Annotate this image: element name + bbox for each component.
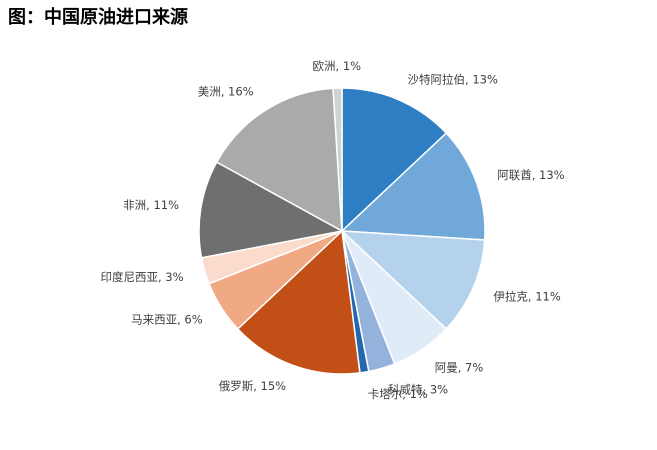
- label-separator: ,: [458, 360, 465, 374]
- label-separator: ,: [221, 84, 228, 98]
- category-label: 卡塔尔: [368, 386, 403, 400]
- value-label: 11%: [153, 198, 179, 212]
- slice-label: 欧洲, 1%: [313, 59, 362, 73]
- slice-label: 马来西亚, 6%: [131, 312, 203, 326]
- category-label: 俄罗斯: [219, 379, 254, 393]
- pie-slice: [339, 230, 486, 330]
- value-label: 3%: [165, 270, 183, 284]
- label-separator: ,: [532, 168, 539, 182]
- label-separator: ,: [423, 382, 430, 396]
- category-label: 沙特阿拉伯: [408, 72, 466, 86]
- slice-label: 沙特阿拉伯, 13%: [408, 72, 498, 86]
- label-separator: ,: [336, 59, 343, 73]
- slice-label: 非洲, 11%: [123, 198, 179, 212]
- category-label: 马来西亚: [131, 312, 177, 326]
- value-label: 16%: [228, 84, 254, 98]
- pie-slice: [332, 87, 343, 232]
- slice-label: 阿曼, 7%: [435, 360, 484, 374]
- value-label: 3%: [430, 382, 448, 396]
- slice-label: 科威特, 3%: [388, 382, 448, 396]
- label-separator: ,: [158, 270, 165, 284]
- value-label: 13%: [539, 168, 565, 182]
- value-label: 13%: [472, 72, 498, 86]
- label-separator: ,: [253, 379, 260, 393]
- value-label: 15%: [261, 379, 287, 393]
- chart-title: 图：中国原油进口来源: [8, 6, 188, 28]
- label-separator: ,: [146, 198, 153, 212]
- label-separator: ,: [402, 386, 409, 400]
- value-label: 6%: [184, 312, 202, 326]
- category-label: 阿联酋: [497, 168, 532, 182]
- pie-slice: [341, 87, 448, 233]
- category-label: 欧洲: [313, 59, 336, 73]
- label-separator: ,: [177, 312, 184, 326]
- slice-label: 印度尼西亚, 3%: [100, 270, 183, 284]
- pie-slice: [236, 229, 361, 375]
- label-separator: ,: [465, 72, 472, 86]
- pie-slice: [340, 132, 486, 241]
- category-label: 阿曼: [435, 360, 458, 374]
- category-label: 伊拉克: [493, 289, 528, 303]
- label-separator: ,: [528, 289, 535, 303]
- category-label: 印度尼西亚: [100, 270, 158, 284]
- pie-slice: [198, 161, 345, 259]
- value-label: 7%: [465, 360, 483, 374]
- pie-slice: [215, 87, 343, 233]
- category-label: 美洲: [198, 84, 221, 98]
- slice-label: 俄罗斯, 15%: [219, 379, 286, 393]
- slice-label: 伊拉克, 11%: [493, 289, 560, 303]
- value-label: 1%: [343, 59, 361, 73]
- value-label: 11%: [535, 289, 561, 303]
- slice-label: 美洲, 16%: [198, 84, 254, 98]
- value-label: 1%: [410, 386, 428, 400]
- category-label: 科威特: [388, 382, 423, 396]
- slice-label: 卡塔尔, 1%: [368, 386, 428, 400]
- category-label: 非洲: [123, 198, 146, 212]
- slice-label: 阿联酋, 13%: [497, 168, 564, 182]
